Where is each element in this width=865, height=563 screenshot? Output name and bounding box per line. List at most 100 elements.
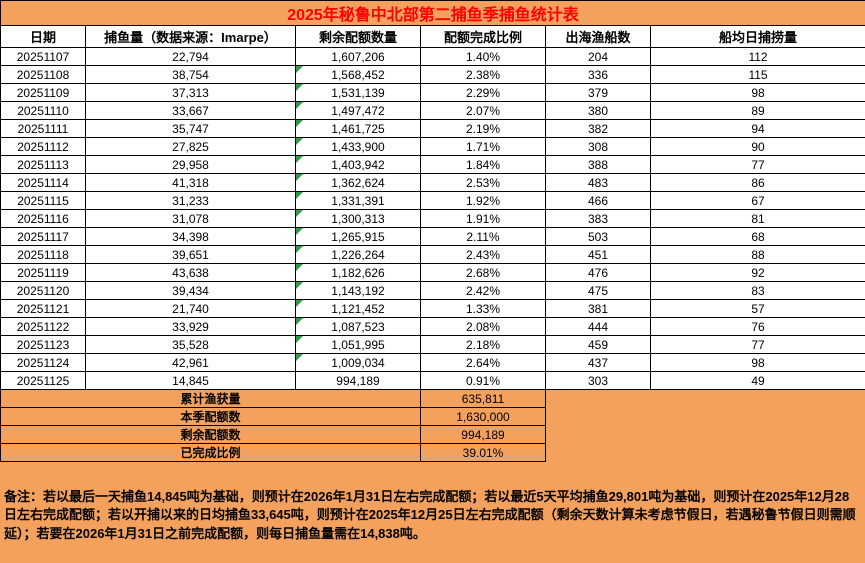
vessels-cell[interactable]: 204 (545, 47, 651, 66)
catch-cell[interactable]: 39,651 (85, 245, 296, 264)
summary-value-cell[interactable]: 994,189 (420, 425, 546, 444)
catch-cell[interactable]: 41,318 (85, 173, 296, 192)
summary-label-cell[interactable]: 剩余配额数 (0, 425, 421, 444)
quota-pct-cell[interactable]: 1.92% (420, 191, 546, 210)
avg-daily-catch-cell[interactable]: 92 (649, 263, 865, 282)
date-cell[interactable]: 20251113 (0, 155, 86, 174)
date-cell[interactable]: 20251114 (0, 173, 86, 192)
catch-cell[interactable]: 27,825 (85, 137, 296, 156)
vessels-cell[interactable]: 381 (545, 299, 651, 318)
summary-value-cell[interactable]: 39.01% (420, 443, 546, 462)
remaining-quota-cell[interactable]: 1,009,034 (295, 353, 421, 372)
quota-pct-cell[interactable]: 2.29% (420, 83, 546, 102)
avg-daily-catch-cell[interactable]: 57 (649, 299, 865, 318)
col-header-quota-pct[interactable]: 配额完成比例 (420, 25, 546, 48)
vessels-cell[interactable]: 437 (545, 353, 651, 372)
catch-cell[interactable]: 43,638 (85, 263, 296, 282)
catch-cell[interactable]: 29,958 (85, 155, 296, 174)
vessels-cell[interactable]: 379 (545, 83, 651, 102)
col-header-avg-daily-catch[interactable]: 船均日捕捞量 (649, 25, 865, 48)
vessels-cell[interactable]: 466 (545, 191, 651, 210)
col-header-remaining-quota[interactable]: 剩余配额数量 (295, 25, 421, 48)
avg-daily-catch-cell[interactable]: 76 (649, 317, 865, 336)
avg-daily-catch-cell[interactable]: 77 (649, 155, 865, 174)
quota-pct-cell[interactable]: 2.42% (420, 281, 546, 300)
remaining-quota-cell[interactable]: 1,300,313 (295, 209, 421, 228)
catch-cell[interactable]: 35,528 (85, 335, 296, 354)
remaining-quota-cell[interactable]: 994,189 (295, 371, 421, 390)
remaining-quota-cell[interactable]: 1,051,995 (295, 335, 421, 354)
date-cell[interactable]: 20251112 (0, 137, 86, 156)
vessels-cell[interactable]: 451 (545, 245, 651, 264)
date-cell[interactable]: 20251123 (0, 335, 86, 354)
date-cell[interactable]: 20251124 (0, 353, 86, 372)
catch-cell[interactable]: 14,845 (85, 371, 296, 390)
catch-cell[interactable]: 39,434 (85, 281, 296, 300)
vessels-cell[interactable]: 459 (545, 335, 651, 354)
remaining-quota-cell[interactable]: 1,226,264 (295, 245, 421, 264)
date-cell[interactable]: 20251120 (0, 281, 86, 300)
quota-pct-cell[interactable]: 1.91% (420, 209, 546, 228)
col-header-vessels[interactable]: 出海渔船数 (545, 25, 651, 48)
quota-pct-cell[interactable]: 2.38% (420, 65, 546, 84)
catch-cell[interactable]: 34,398 (85, 227, 296, 246)
avg-daily-catch-cell[interactable]: 115 (649, 65, 865, 84)
quota-pct-cell[interactable]: 2.19% (420, 119, 546, 138)
remaining-quota-cell[interactable]: 1,143,192 (295, 281, 421, 300)
remaining-quota-cell[interactable]: 1,607,206 (295, 47, 421, 66)
avg-daily-catch-cell[interactable]: 77 (649, 335, 865, 354)
col-header-catch[interactable]: 捕鱼量（数据来源：Imarpe） (85, 25, 296, 48)
remaining-quota-cell[interactable]: 1,403,942 (295, 155, 421, 174)
date-cell[interactable]: 20251110 (0, 101, 86, 120)
remaining-quota-cell[interactable]: 1,497,472 (295, 101, 421, 120)
vessels-cell[interactable]: 382 (545, 119, 651, 138)
remaining-quota-cell[interactable]: 1,461,725 (295, 119, 421, 138)
catch-cell[interactable]: 37,313 (85, 83, 296, 102)
remaining-quota-cell[interactable]: 1,121,452 (295, 299, 421, 318)
quota-pct-cell[interactable]: 1.71% (420, 137, 546, 156)
summary-value-cell[interactable]: 1,630,000 (420, 407, 546, 426)
date-cell[interactable]: 20251109 (0, 83, 86, 102)
avg-daily-catch-cell[interactable]: 94 (649, 119, 865, 138)
catch-cell[interactable]: 35,747 (85, 119, 296, 138)
quota-pct-cell[interactable]: 2.68% (420, 263, 546, 282)
vessels-cell[interactable]: 380 (545, 101, 651, 120)
avg-daily-catch-cell[interactable]: 88 (649, 245, 865, 264)
vessels-cell[interactable]: 503 (545, 227, 651, 246)
quota-pct-cell[interactable]: 0.91% (420, 371, 546, 390)
vessels-cell[interactable]: 476 (545, 263, 651, 282)
date-cell[interactable]: 20251116 (0, 209, 86, 228)
date-cell[interactable]: 20251117 (0, 227, 86, 246)
vessels-cell[interactable]: 444 (545, 317, 651, 336)
date-cell[interactable]: 20251118 (0, 245, 86, 264)
avg-daily-catch-cell[interactable]: 98 (649, 353, 865, 372)
avg-daily-catch-cell[interactable]: 68 (649, 227, 865, 246)
quota-pct-cell[interactable]: 1.33% (420, 299, 546, 318)
vessels-cell[interactable]: 336 (545, 65, 651, 84)
date-cell[interactable]: 20251122 (0, 317, 86, 336)
vessels-cell[interactable]: 308 (545, 137, 651, 156)
remaining-quota-cell[interactable]: 1,182,626 (295, 263, 421, 282)
quota-pct-cell[interactable]: 2.18% (420, 335, 546, 354)
quota-pct-cell[interactable]: 2.11% (420, 227, 546, 246)
summary-label-cell[interactable]: 已完成比例 (0, 443, 421, 462)
quota-pct-cell[interactable]: 2.08% (420, 317, 546, 336)
avg-daily-catch-cell[interactable]: 67 (649, 191, 865, 210)
remaining-quota-cell[interactable]: 1,265,915 (295, 227, 421, 246)
vessels-cell[interactable]: 383 (545, 209, 651, 228)
date-cell[interactable]: 20251125 (0, 371, 86, 390)
quota-pct-cell[interactable]: 2.64% (420, 353, 546, 372)
vessels-cell[interactable]: 303 (545, 371, 651, 390)
avg-daily-catch-cell[interactable]: 86 (649, 173, 865, 192)
summary-label-cell[interactable]: 累计渔获量 (0, 389, 421, 408)
vessels-cell[interactable]: 388 (545, 155, 651, 174)
catch-cell[interactable]: 33,929 (85, 317, 296, 336)
date-cell[interactable]: 20251107 (0, 47, 86, 66)
quota-pct-cell[interactable]: 2.43% (420, 245, 546, 264)
remaining-quota-cell[interactable]: 1,568,452 (295, 65, 421, 84)
summary-value-cell[interactable]: 635,811 (420, 389, 546, 408)
vessels-cell[interactable]: 483 (545, 173, 651, 192)
avg-daily-catch-cell[interactable]: 89 (649, 101, 865, 120)
date-cell[interactable]: 20251121 (0, 299, 86, 318)
quota-pct-cell[interactable]: 1.84% (420, 155, 546, 174)
